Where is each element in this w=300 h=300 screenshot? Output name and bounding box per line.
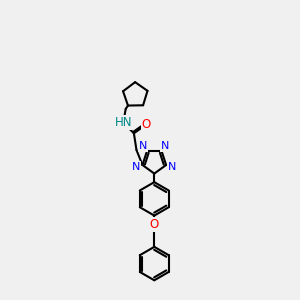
Text: N: N bbox=[139, 141, 147, 151]
Text: O: O bbox=[142, 118, 151, 131]
Text: N: N bbox=[161, 141, 170, 151]
Text: O: O bbox=[150, 218, 159, 231]
Text: N: N bbox=[132, 162, 140, 172]
Text: N: N bbox=[168, 162, 176, 172]
Text: HN: HN bbox=[115, 116, 132, 129]
